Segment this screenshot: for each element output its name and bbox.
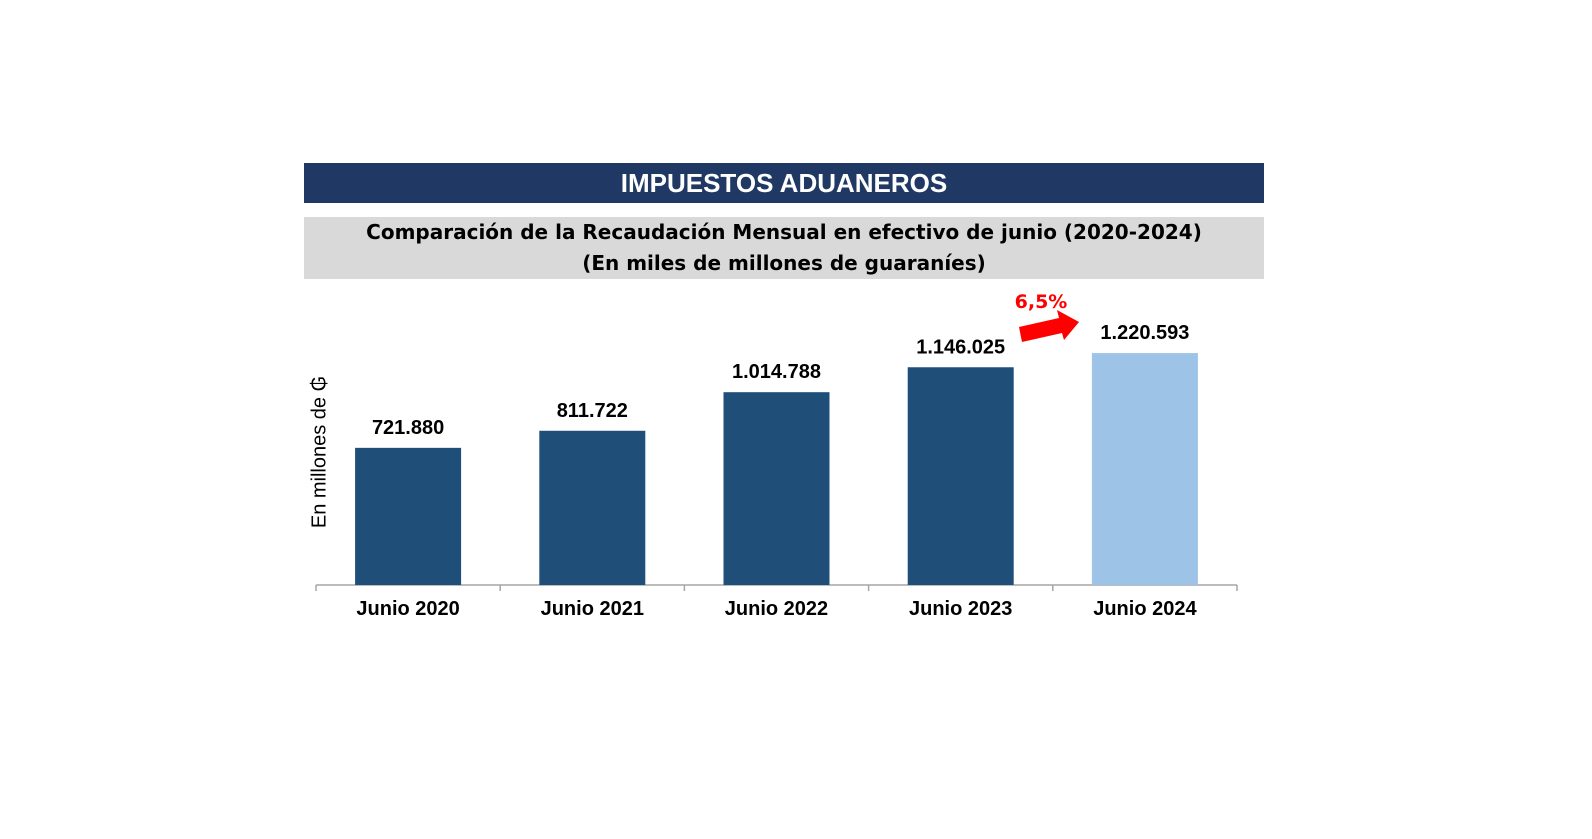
- bar-junio-2024: [1091, 353, 1198, 585]
- x-tick-label: Junio 2024: [1093, 598, 1197, 620]
- x-tick-label: Junio 2022: [725, 598, 828, 620]
- data-label: 811.722: [557, 400, 628, 422]
- x-tick-label: Junio 2023: [909, 598, 1012, 620]
- data-label: 1.220.593: [1100, 322, 1189, 344]
- chart-subtitle: (En miles de millones de guaraníes): [582, 251, 986, 275]
- x-tick-label: Junio 2021: [541, 598, 644, 620]
- data-label: 1.146.025: [916, 336, 1005, 358]
- growth-annotation: 6,5%: [1015, 291, 1068, 313]
- x-tick-label: Junio 2020: [356, 598, 459, 620]
- bar-junio-2022: [723, 392, 830, 585]
- arrow-right-icon: [1019, 310, 1079, 342]
- data-label: 721.880: [372, 417, 444, 439]
- bar-junio-2021: [539, 430, 646, 585]
- chart-title: Comparación de la Recaudación Mensual en…: [366, 220, 1202, 244]
- page-title: IMPUESTOS ADUANEROS: [304, 163, 1264, 203]
- bar-junio-2023: [907, 367, 1014, 585]
- chart-title-box: Comparación de la Recaudación Mensual en…: [304, 217, 1264, 279]
- data-label: 1.014.788: [732, 361, 821, 383]
- bar-junio-2020: [355, 447, 462, 585]
